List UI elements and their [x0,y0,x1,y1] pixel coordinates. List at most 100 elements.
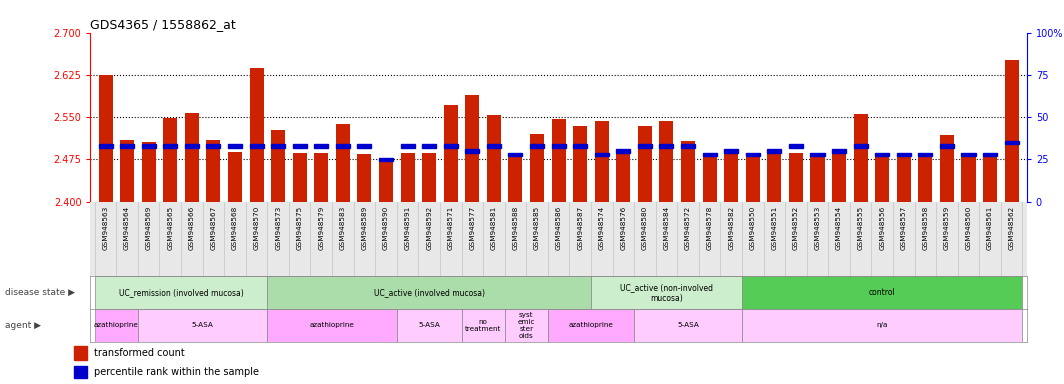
Bar [634,309,742,342]
Bar [548,309,634,342]
Bar [616,149,630,152]
Bar [811,152,825,202]
Bar [444,144,458,147]
Bar [725,149,738,152]
Bar [228,144,242,147]
Bar [811,152,825,156]
Text: GSM948572: GSM948572 [685,205,691,250]
Text: disease state ▶: disease state ▶ [5,288,76,297]
Text: GSM948557: GSM948557 [901,205,907,250]
Text: GSM948586: GSM948586 [555,205,562,250]
Bar [983,152,997,156]
Text: GSM948558: GSM948558 [922,205,929,250]
Text: GSM948574: GSM948574 [599,205,604,250]
Text: GSM948587: GSM948587 [577,205,583,250]
Bar [530,134,544,202]
Text: GSM948553: GSM948553 [814,205,820,250]
Text: GSM948556: GSM948556 [879,205,885,250]
Bar [918,152,932,156]
Bar [1004,60,1018,202]
Bar [940,144,954,147]
Bar [681,141,695,202]
Bar [767,152,781,202]
Text: GSM948569: GSM948569 [146,205,152,250]
Bar [918,152,932,202]
Bar [138,309,267,342]
Bar [336,124,350,202]
Bar [853,144,867,147]
Text: GSM948552: GSM948552 [793,205,799,250]
Text: GSM948575: GSM948575 [297,205,303,250]
Bar [95,309,138,342]
Bar [379,162,393,202]
Bar [616,152,630,202]
Bar [725,152,738,202]
Bar [379,158,393,161]
Bar [530,144,544,147]
Bar [702,152,717,156]
Bar [573,126,587,202]
Text: GSM948582: GSM948582 [728,205,734,250]
Bar [573,144,587,147]
Bar [163,144,178,147]
Bar [206,140,220,202]
Text: 5-ASA: 5-ASA [192,323,214,328]
Bar [876,152,890,202]
Bar [638,144,652,147]
Bar [74,366,87,378]
Text: GSM948570: GSM948570 [253,205,260,250]
Bar [638,126,652,202]
Bar [185,113,199,202]
Text: GDS4365 / 1558862_at: GDS4365 / 1558862_at [90,18,236,31]
Bar [465,149,479,152]
Text: GSM948562: GSM948562 [1009,205,1015,250]
Text: GSM948559: GSM948559 [944,205,950,250]
Text: syst
emic
ster
oids: syst emic ster oids [517,312,535,339]
Bar [940,134,954,202]
Bar [742,276,1023,309]
Bar [853,114,867,202]
Bar [293,144,306,147]
Bar [267,309,397,342]
Text: GSM948581: GSM948581 [491,205,497,250]
Bar [742,309,1023,342]
Bar [504,309,548,342]
Bar [465,94,479,202]
Bar [444,105,458,202]
Bar [509,152,522,202]
Bar [271,144,285,147]
Bar [876,152,890,156]
Bar [462,309,504,342]
Bar [142,144,155,147]
Text: GSM948554: GSM948554 [836,205,842,250]
Bar [595,121,609,202]
Bar [314,144,329,147]
Text: azathioprine: azathioprine [94,323,138,328]
Bar [746,152,760,156]
Bar [788,152,803,202]
Text: GSM948583: GSM948583 [339,205,346,250]
Text: GSM948565: GSM948565 [167,205,173,250]
Text: UC_remission (involved mucosa): UC_remission (involved mucosa) [119,288,244,297]
Text: GSM948577: GSM948577 [469,205,476,250]
Bar [897,152,911,156]
Bar [163,118,178,202]
Bar [314,152,329,202]
Text: 5-ASA: 5-ASA [418,323,440,328]
Bar [120,140,134,202]
Text: GSM948591: GSM948591 [404,205,411,250]
Text: GSM948567: GSM948567 [211,205,216,250]
Bar [983,152,997,202]
Bar [293,152,306,202]
Text: GSM948550: GSM948550 [750,205,755,250]
Bar [509,152,522,156]
Text: n/a: n/a [877,323,887,328]
Text: no
treatment: no treatment [465,319,501,332]
Bar [358,144,371,147]
Bar [267,276,591,309]
Bar [962,152,976,202]
Bar [358,154,371,202]
Text: UC_active (involved mucosa): UC_active (involved mucosa) [373,288,485,297]
Bar [228,152,242,202]
Bar [206,144,220,147]
